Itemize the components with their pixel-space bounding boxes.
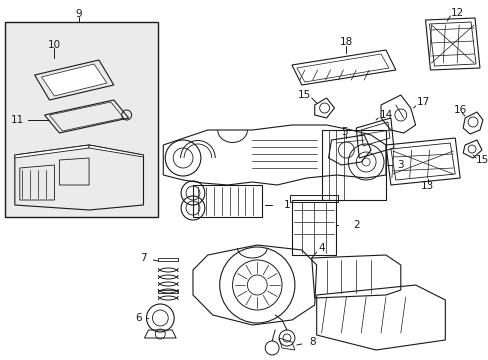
Text: 1: 1	[283, 200, 290, 210]
Bar	[158, 258, 178, 261]
Text: 11: 11	[11, 115, 24, 125]
Text: 10: 10	[48, 40, 61, 50]
Text: 4: 4	[318, 243, 324, 253]
Text: 16: 16	[453, 105, 466, 115]
Bar	[291, 200, 336, 255]
Text: 2: 2	[352, 220, 359, 230]
Text: 12: 12	[449, 8, 463, 18]
Text: 7: 7	[140, 253, 146, 263]
Bar	[158, 290, 178, 293]
Text: 18: 18	[339, 37, 352, 47]
Bar	[5, 22, 158, 217]
Polygon shape	[15, 145, 89, 158]
Polygon shape	[89, 145, 143, 157]
Text: 6: 6	[135, 313, 142, 323]
Text: 5: 5	[340, 127, 347, 137]
Text: 9: 9	[76, 9, 82, 19]
Text: 15: 15	[474, 155, 488, 165]
Text: 8: 8	[309, 337, 315, 347]
Text: 17: 17	[416, 97, 429, 107]
Bar	[193, 185, 262, 217]
Text: 14: 14	[379, 110, 392, 120]
Text: 13: 13	[420, 181, 433, 191]
Text: 3: 3	[397, 160, 403, 170]
Polygon shape	[41, 64, 107, 96]
Text: 15: 15	[298, 90, 311, 100]
